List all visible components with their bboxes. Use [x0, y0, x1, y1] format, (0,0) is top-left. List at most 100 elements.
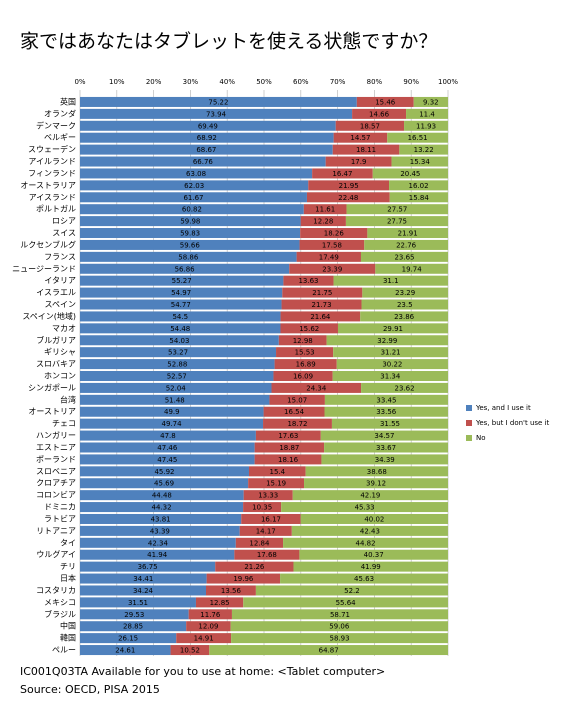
value-label: 17.63 [278, 432, 298, 440]
note: IC001Q03TA Available for you to use at h… [20, 665, 385, 678]
bar-segment [346, 204, 448, 215]
value-label: 21.73 [312, 301, 332, 309]
bar-segment [255, 585, 448, 596]
y-tick-label: アイルランド [28, 157, 76, 166]
bar-segment [235, 537, 284, 548]
y-tick-label: エストニア [36, 443, 76, 452]
value-label: 11.93 [416, 122, 436, 130]
bar-segment [254, 454, 322, 465]
legend-label: No [476, 434, 486, 442]
value-label: 36.75 [138, 563, 158, 571]
bar-segment [80, 478, 249, 489]
bar-segment [276, 347, 334, 358]
x-tick-label: 30% [183, 78, 199, 86]
bar-segment [80, 192, 307, 203]
bar-segment [305, 466, 448, 477]
value-label: 39.12 [366, 480, 386, 488]
bar-segment [80, 406, 264, 417]
value-label: 63.08 [186, 170, 206, 178]
bar-segment [206, 585, 256, 596]
bar-segment [336, 359, 448, 370]
value-label: 13.56 [221, 587, 242, 595]
value-label: 15.4 [270, 468, 286, 476]
bar-segment [389, 180, 448, 191]
bar-segment [255, 430, 321, 441]
value-label: 19.74 [402, 265, 423, 273]
y-tick-label: ロシア [52, 217, 76, 226]
bar-segment [372, 168, 448, 179]
value-label: 23.62 [395, 384, 415, 392]
value-label: 18.16 [278, 456, 299, 464]
value-label: 9.32 [423, 98, 439, 106]
value-label: 42.19 [360, 492, 380, 500]
bar-segment [231, 609, 448, 620]
bar-segment [282, 287, 363, 298]
y-tick-label: ウルグアイ [36, 549, 76, 559]
value-label: 15.07 [287, 396, 307, 404]
value-label: 34.57 [374, 432, 394, 440]
value-label: 52.2 [344, 587, 360, 595]
bar-segment [80, 561, 216, 572]
y-tick-label: ドミニカ [44, 503, 76, 512]
value-label: 66.76 [193, 158, 214, 166]
y-tick-label: イタリア [44, 276, 76, 285]
value-label: 13.22 [414, 146, 434, 154]
value-label: 13.33 [258, 492, 278, 500]
bar-segment [274, 359, 337, 370]
value-label: 15.34 [410, 158, 431, 166]
value-label: 16.89 [296, 361, 316, 369]
value-label: 59.06 [329, 623, 350, 631]
value-label: 45.33 [355, 504, 375, 512]
value-label: 24.61 [115, 647, 135, 655]
value-label: 47.45 [157, 456, 177, 464]
bar-segment [80, 573, 207, 584]
value-label: 14.66 [369, 110, 390, 118]
bar-segment [367, 228, 448, 239]
value-label: 41.94 [147, 551, 168, 559]
value-label: 58.86 [178, 253, 199, 261]
y-tick-label: クロアチア [36, 479, 76, 488]
bar-segment [280, 323, 338, 334]
value-label: 16.09 [293, 373, 313, 381]
value-label: 45.92 [154, 468, 174, 476]
chart-title: 家ではあなたはタブレットを使える状態ですか？ [20, 30, 437, 53]
bar-segment [335, 120, 405, 131]
value-label: 59.83 [180, 230, 200, 238]
bar-segment [296, 251, 361, 262]
y-tick-label: ベルギー [44, 133, 76, 142]
note: Source: OECD, PISA 2015 [20, 683, 160, 696]
bar-segment [278, 335, 327, 346]
bar-segment [80, 490, 244, 501]
y-tick-label: ルクセンブルグ [20, 239, 76, 249]
bar-segment [308, 180, 390, 191]
x-tick-label: 100% [438, 78, 458, 86]
y-tick-label: スウェーデン [28, 144, 76, 154]
bar-segment [321, 454, 448, 465]
bar-segment [80, 228, 301, 239]
value-label: 24.34 [306, 384, 327, 392]
bar-segment [80, 430, 256, 441]
y-tick-label: ポーランド [36, 455, 76, 464]
value-label: 15.53 [295, 349, 315, 357]
value-label: 47.46 [157, 444, 178, 452]
bar-segment [361, 299, 448, 310]
bar-segment [320, 430, 448, 441]
bar-segment [300, 216, 346, 227]
value-label: 19.96 [233, 575, 254, 583]
value-label: 43.39 [150, 527, 170, 535]
value-label: 54.77 [171, 301, 191, 309]
value-label: 26.15 [118, 635, 138, 643]
value-label: 33.67 [376, 444, 396, 452]
value-label: 10.35 [252, 504, 272, 512]
y-tick-label: ニュージーランド [12, 264, 76, 273]
value-label: 11.4 [419, 110, 435, 118]
value-label: 69.49 [198, 122, 218, 130]
value-label: 12.84 [249, 539, 270, 547]
y-tick-label: ブラジル [44, 609, 76, 619]
y-tick-label: スペイン(地域) [22, 311, 76, 321]
y-tick-label: コスタリカ [36, 586, 76, 595]
value-label: 23.5 [397, 301, 413, 309]
bar-segment [333, 347, 449, 358]
y-tick-label: スロベニア [36, 467, 76, 476]
bar-segment [263, 418, 332, 429]
